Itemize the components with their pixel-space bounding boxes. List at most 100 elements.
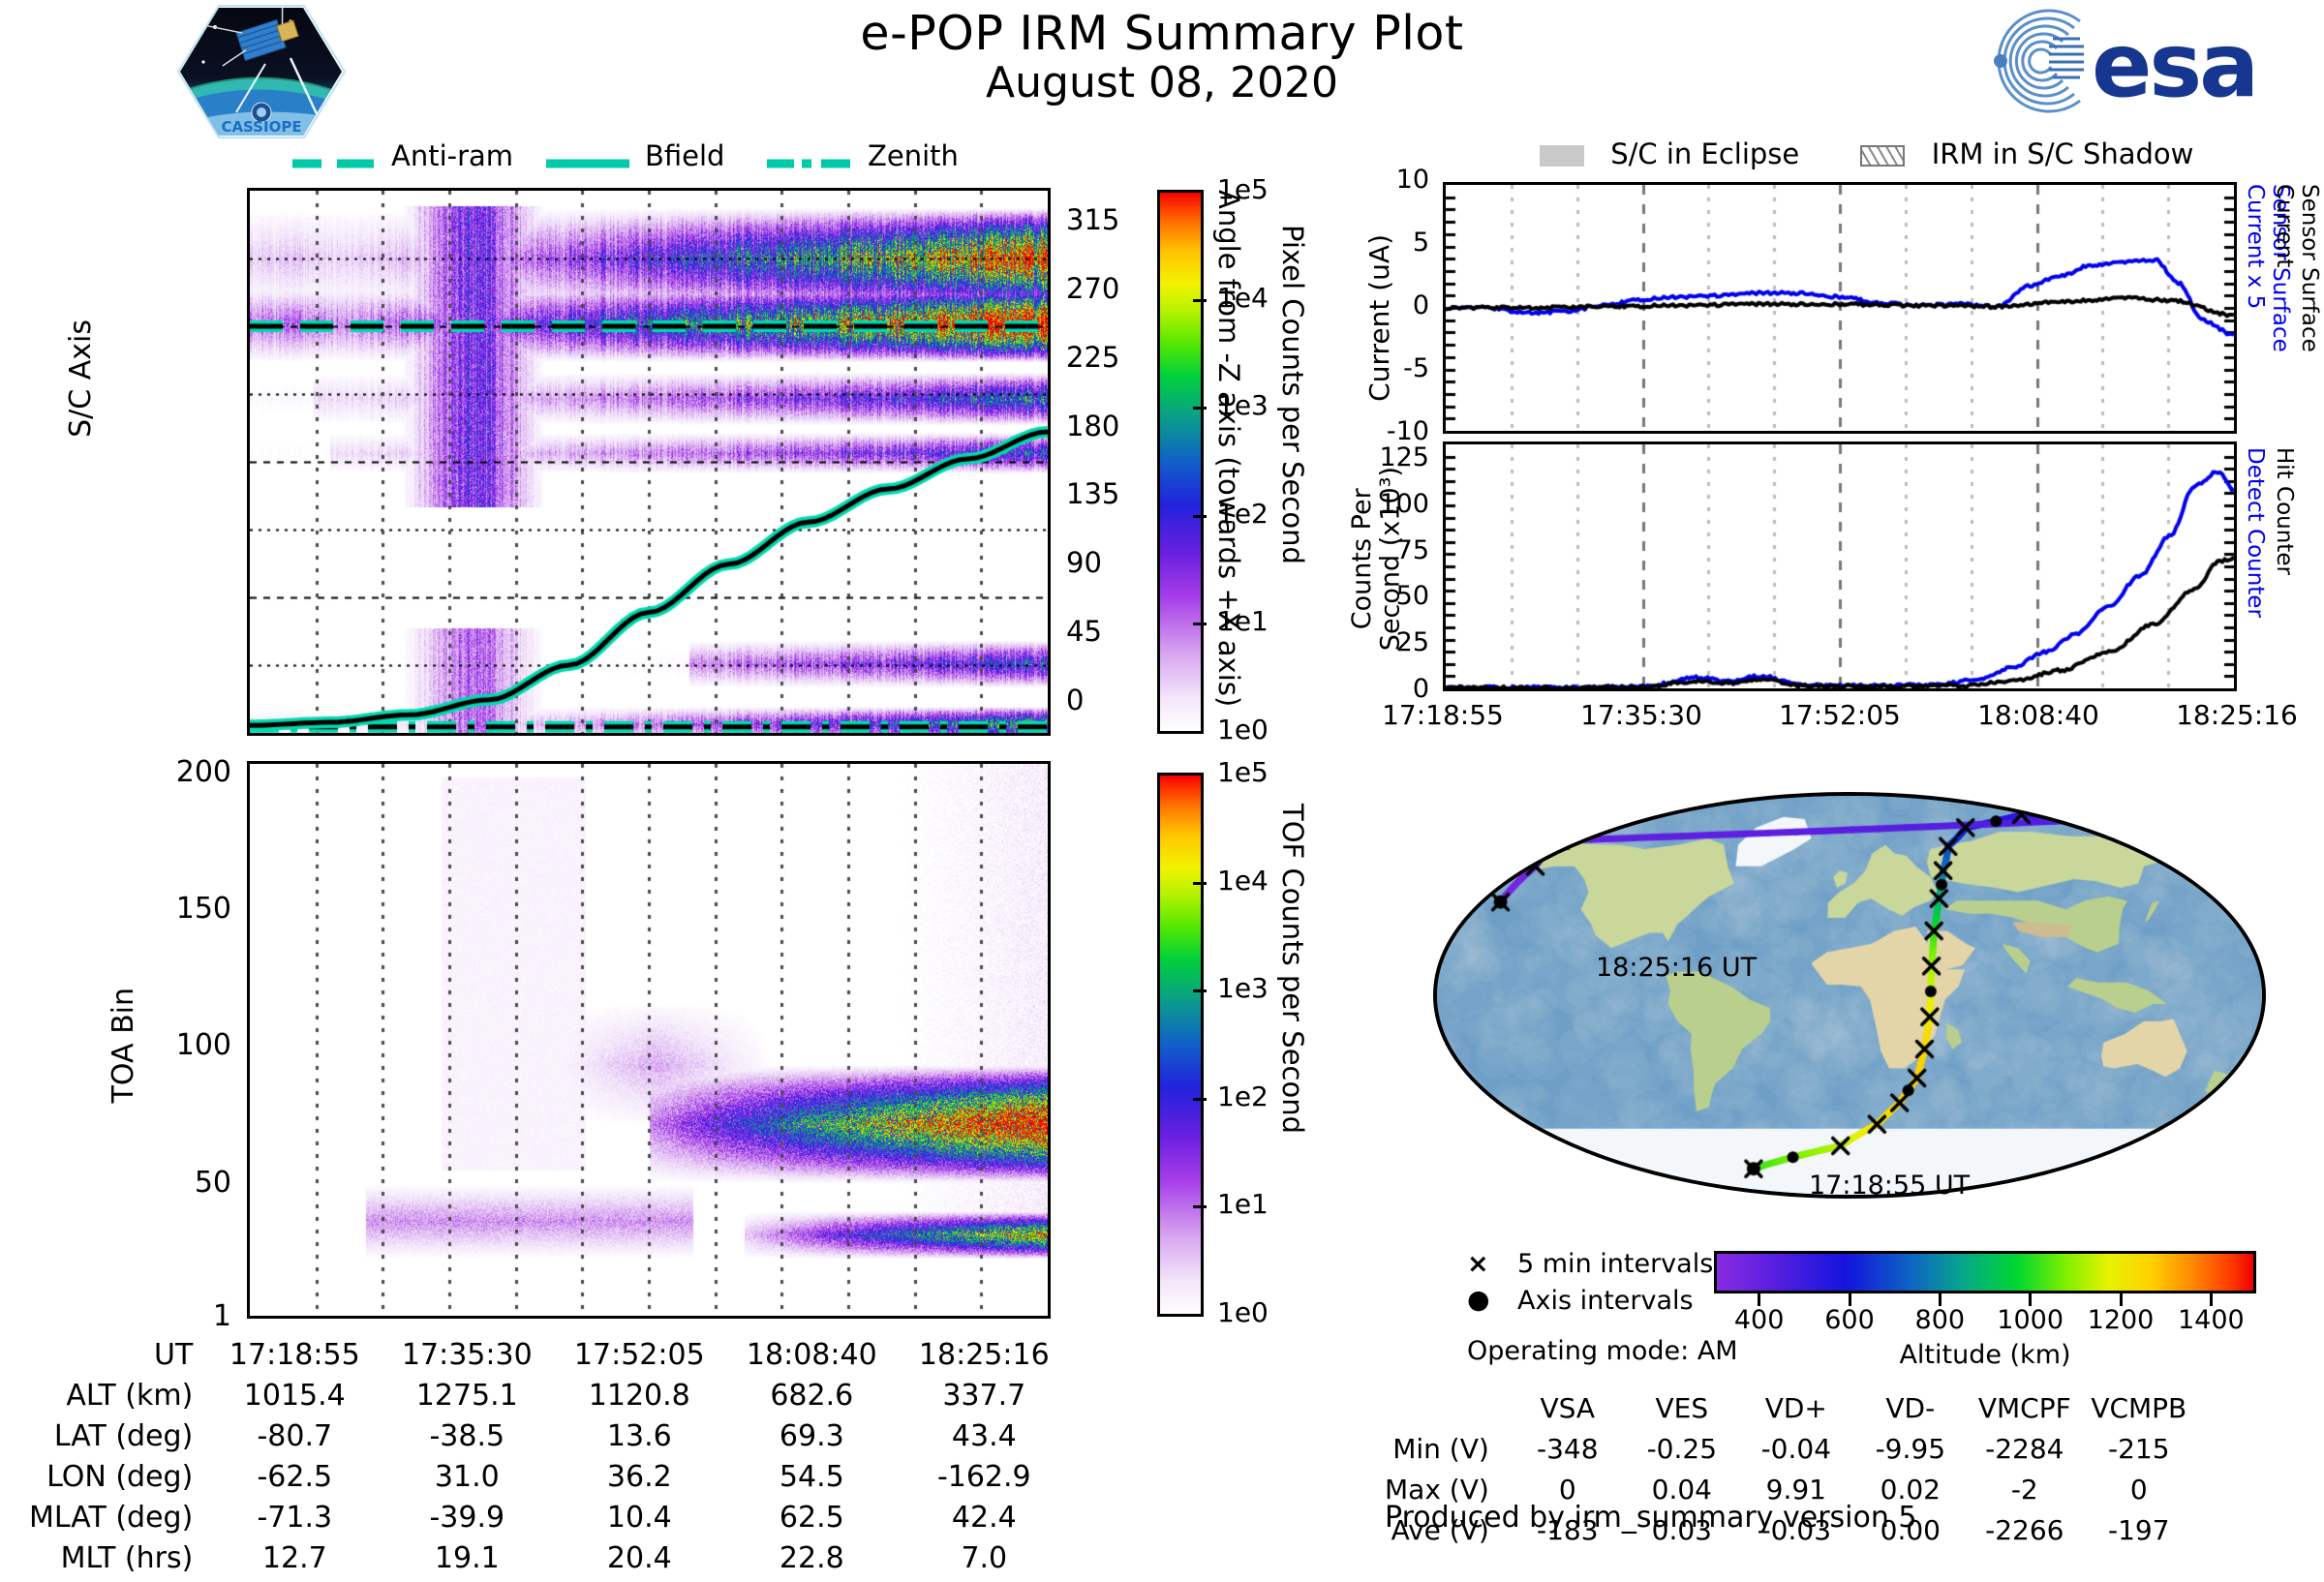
tof-colorbar-tick-mark: [1193, 989, 1207, 993]
voltage-row: Max (V) 0 0.04 9.91 0.02 -2 0: [1385, 1474, 2196, 1514]
ephemeris-cell: 18:25:16: [918, 1338, 1050, 1372]
map-legend-label-axis: Axis intervals: [1517, 1286, 1694, 1316]
voltage-cell: -2: [2010, 1474, 2038, 1506]
altitude-tick-label: 800: [1914, 1305, 1966, 1335]
ephemeris-cell: 337.7: [942, 1379, 1026, 1413]
ephemeris-cell: 43.4: [951, 1419, 1017, 1453]
voltage-column-header: VMCPF: [1977, 1392, 2071, 1424]
counts-ytick: 25: [1395, 627, 1429, 658]
tof-colorbar-tick-mark: [1193, 881, 1207, 885]
ephemeris-row-label: UT: [154, 1338, 194, 1372]
pixel-colorbar-tick-mark: [1193, 514, 1207, 518]
counts-right-label-blue: Detect Counter: [2243, 447, 2268, 618]
altitude-tick-mark: [1938, 1293, 1942, 1306]
ephemeris-cell: 22.8: [779, 1541, 844, 1575]
ephemeris-cell: 17:18:55: [229, 1338, 360, 1372]
spectrogram-ytick-right: 135: [1066, 477, 1120, 511]
ephemeris-cell: 1015.4: [243, 1379, 346, 1413]
legend-bfield-label: Bfield: [645, 139, 725, 172]
voltage-cell: -0.25: [1646, 1433, 1718, 1465]
ephemeris-cell: 62.5: [779, 1501, 844, 1535]
toa-ytick: 100: [175, 1028, 231, 1063]
pixel-colorbar-tick: 1e3: [1217, 389, 1269, 422]
current-ytick: 0: [1412, 290, 1429, 320]
voltage-cell: -0.03: [1760, 1514, 1832, 1546]
spectrogram-ytick-right: 0: [1066, 683, 1085, 716]
altitude-tick-label: 1200: [2087, 1305, 2155, 1335]
ephemeris-cell: 1275.1: [415, 1379, 518, 1413]
ground-track-map: 18:25:16 UT 17:18:55 UT: [1433, 792, 2266, 1201]
tof-colorbar-tick: 1e4: [1217, 864, 1269, 897]
shadow-swatch: [1860, 145, 1906, 167]
voltage-cell: 9.91: [1765, 1474, 1826, 1506]
toa-ytick: 50: [194, 1165, 231, 1200]
voltage-cell: 0.02: [1880, 1474, 1941, 1506]
ephemeris-row: UT 17:18:55 17:35:30 17:52:05 18:08:40 18:25:…: [29, 1338, 1070, 1379]
voltage-cell: 0: [1558, 1474, 1576, 1506]
map-annotation-end: 18:25:16 UT: [1596, 953, 1758, 983]
ephemeris-cell: -38.5: [429, 1419, 505, 1453]
current-right-label-blue: Sensor Surface Current x 5: [2243, 184, 2293, 352]
ephemeris-cell: 31.0: [434, 1460, 500, 1494]
voltage-cell: 0.00: [1880, 1514, 1941, 1546]
ephemeris-cell: 69.3: [779, 1419, 844, 1453]
voltage-table: VSA VES VD+ VD- VMCPF VCMPB Min (V) -348 -0.25 -0…: [1385, 1392, 2196, 1555]
esa-logo: esa: [1966, 8, 2266, 117]
pixel-colorbar-tick-mark: [1193, 623, 1207, 626]
ephemeris-cell: -39.9: [429, 1501, 505, 1535]
ephemeris-cell: 19.1: [434, 1541, 500, 1575]
altitude-tick-label: 1400: [2177, 1305, 2245, 1335]
spectrogram-panel: [247, 188, 1051, 736]
counts-ytick: 50: [1395, 581, 1429, 612]
ephemeris-cell: 20.4: [606, 1541, 672, 1575]
altitude-tick-mark: [1758, 1293, 1761, 1306]
tof-colorbar-tick: 1e3: [1217, 972, 1269, 1005]
voltage-cell: -197: [2108, 1514, 2170, 1546]
counts-ytick: 100: [1379, 488, 1429, 519]
voltage-cell: -348: [1537, 1433, 1599, 1465]
ephemeris-cell: 12.7: [261, 1541, 327, 1575]
current-ytick: -5: [1403, 353, 1429, 383]
spectrogram-ytick-right: 180: [1066, 409, 1120, 442]
pixel-colorbar-tick: 1e2: [1217, 497, 1269, 530]
voltage-row: Ave (V) -183 0.03 -0.03 0.00 -2266 -197: [1385, 1514, 2196, 1555]
voltage-row-label: Min (V): [1392, 1433, 1489, 1465]
cassiope-logo-text: CASSIOPE: [221, 118, 301, 136]
ephemeris-cell: -162.9: [936, 1460, 1031, 1494]
toa-ytick: 1: [212, 1299, 231, 1333]
ephemeris-row: MLAT (deg) -71.3 -39.9 10.4 62.5 42.4: [29, 1501, 1070, 1541]
shadow-legend-label: IRM in S/C Shadow: [1931, 137, 2194, 170]
current-ytick: -10: [1386, 416, 1429, 446]
ephemeris-row-label: ALT (km): [66, 1379, 194, 1413]
voltage-row: Min (V) -348 -0.25 -0.04 -9.95 -2284 -215: [1385, 1433, 2196, 1474]
ephemeris-cell: -71.3: [257, 1501, 333, 1535]
toa-ytick: 200: [175, 755, 231, 790]
ephemeris-row: MLT (hrs) 12.7 19.1 20.4 22.8 7.0: [29, 1541, 1070, 1582]
voltage-cell: 0.03: [1651, 1514, 1712, 1546]
ephemeris-cell: 682.6: [770, 1379, 854, 1413]
pixel-colorbar-tick: 1e4: [1217, 281, 1269, 314]
timeseries-xtick: 17:18:55: [1382, 699, 1504, 731]
pixel-colorbar-tick: 1e0: [1217, 714, 1269, 745]
spectrogram-ytick-right: 45: [1066, 614, 1102, 648]
voltage-column-header: VES: [1655, 1392, 1709, 1424]
tof-colorbar-tick: 1e2: [1217, 1080, 1269, 1112]
altitude-tick-label: 1000: [1997, 1305, 2064, 1335]
tof-colorbar-tick-mark: [1193, 1097, 1207, 1101]
spectrogram-ytick-right: 315: [1066, 203, 1120, 237]
tof-colorbar-tick-mark: [1193, 1205, 1207, 1209]
spectrogram-ylabel-right: Angle from -Z axis (towards +X axis): [1212, 190, 1245, 708]
ephemeris-row: LAT (deg) -80.7 -38.5 13.6 69.3 43.4: [29, 1419, 1070, 1460]
ephemeris-cell: 1120.8: [588, 1379, 690, 1413]
map-annotation-start: 17:18:55 UT: [1809, 1171, 1971, 1201]
timeseries-xtick: 17:35:30: [1580, 699, 1702, 731]
counts-panel: [1443, 441, 2237, 691]
pixel-colorbar-tick-mark: [1193, 407, 1207, 411]
altitude-colorbar: [1714, 1251, 2256, 1293]
spectrogram-ytick-right: 225: [1066, 340, 1120, 374]
ephemeris-cell: 17:52:05: [573, 1338, 705, 1372]
voltage-cell: 0.04: [1651, 1474, 1712, 1506]
spectrogram-ytick-right: 270: [1066, 272, 1120, 306]
spectrogram-ytick-right: 90: [1066, 546, 1102, 580]
ephemeris-cell: 18:08:40: [746, 1338, 877, 1372]
